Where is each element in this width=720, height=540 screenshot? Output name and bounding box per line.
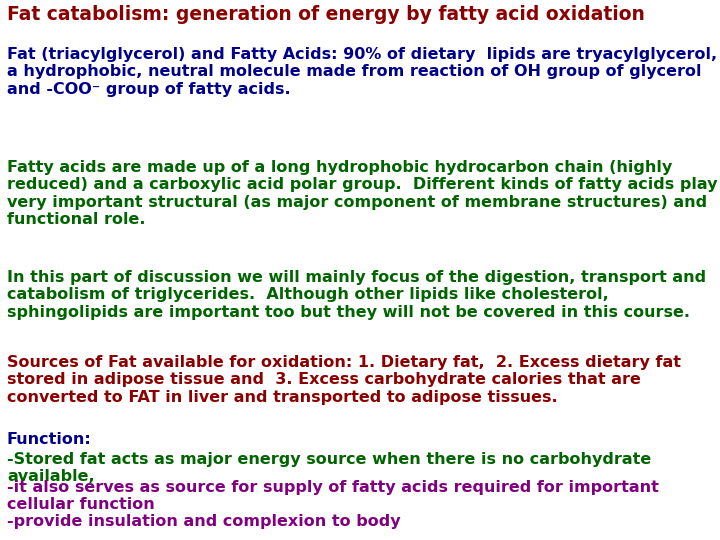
Text: -it also serves as source for supply of fatty acids required for important cellu: -it also serves as source for supply of … <box>7 480 659 512</box>
Text: In this part of discussion we will mainly focus of the digestion, transport and : In this part of discussion we will mainl… <box>7 270 706 320</box>
Text: Sources of Fat available for oxidation: 1. Dietary fat,  2. Excess dietary fat s: Sources of Fat available for oxidation: … <box>7 355 681 405</box>
Text: Fat catabolism: generation of energy by fatty acid oxidation: Fat catabolism: generation of energy by … <box>7 5 645 24</box>
Text: -provide insulation and complexion to body: -provide insulation and complexion to bo… <box>7 514 400 529</box>
Text: Fatty acids are made up of a long hydrophobic hydrocarbon chain (highly reduced): Fatty acids are made up of a long hydrop… <box>7 160 718 227</box>
Text: Fat (triacylglycerol) and Fatty Acids: 90% of dietary  lipids are tryacylglycero: Fat (triacylglycerol) and Fatty Acids: 9… <box>7 47 717 97</box>
Text: -Stored fat acts as major energy source when there is no carbohydrate available,: -Stored fat acts as major energy source … <box>7 452 652 484</box>
Text: Function:: Function: <box>7 432 91 447</box>
